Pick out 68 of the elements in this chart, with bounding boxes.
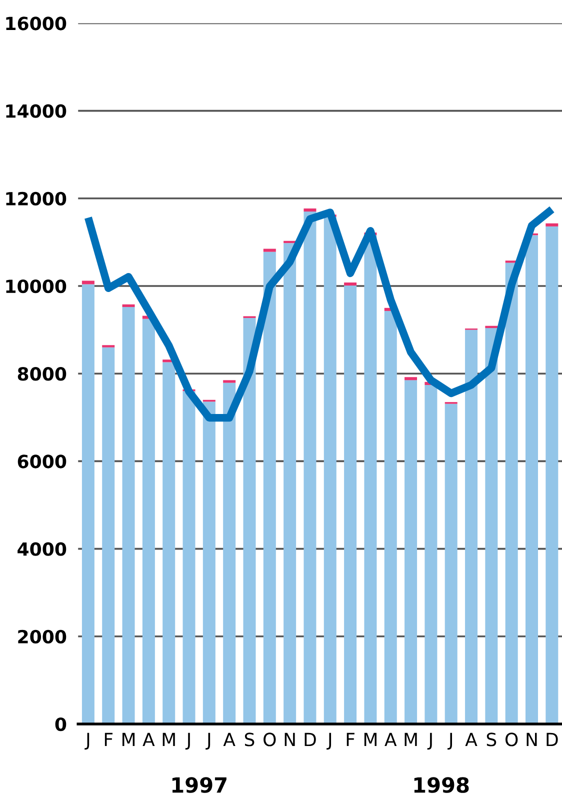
- y-tick-label: 8000: [18, 367, 66, 381]
- bar: [444, 404, 458, 724]
- x-tick-label: F: [104, 732, 113, 746]
- x-tick-label: M: [404, 732, 417, 746]
- bar: [546, 223, 558, 226]
- y-tick-label: 2000: [18, 630, 66, 644]
- bar: [82, 280, 94, 284]
- y-tick-label: 6000: [18, 454, 66, 468]
- x-tick-label: D: [304, 732, 316, 746]
- x-tick-label: N: [284, 732, 295, 746]
- bar: [162, 362, 176, 724]
- x-tick-label: M: [162, 732, 175, 746]
- y-tick-label: 14000: [6, 104, 66, 118]
- bar: [304, 208, 316, 212]
- bar: [304, 212, 316, 724]
- y-tick-label: 16000: [6, 16, 66, 30]
- bar: [243, 318, 256, 724]
- bar: [202, 402, 216, 724]
- bar: [465, 330, 478, 724]
- y-tick-label: 12000: [6, 192, 66, 206]
- bar: [263, 252, 276, 724]
- x-tick-label: O: [264, 732, 276, 746]
- text: 1997: [172, 777, 226, 793]
- bar: [122, 304, 135, 308]
- bar: [505, 262, 518, 724]
- y-tick-label: 0: [55, 717, 66, 732]
- bar: [182, 391, 196, 724]
- x-tick-label: A: [465, 732, 478, 746]
- x-tick-label: J: [206, 732, 210, 750]
- x-tick-label: A: [223, 732, 236, 746]
- bar: [404, 377, 418, 380]
- y-tick-label: 10000: [6, 279, 66, 294]
- y-tick-label: 4000: [18, 542, 66, 556]
- x-tick-label: J: [326, 732, 332, 750]
- x-tick-label: J: [448, 732, 452, 750]
- bar: [142, 318, 155, 724]
- x-tick-label: M: [364, 732, 376, 746]
- bar: [384, 310, 397, 724]
- x-tick-label: O: [506, 732, 518, 746]
- x-tick-label: S: [244, 732, 254, 746]
- x-tick-label: S: [486, 732, 496, 746]
- x-tick-label: J: [84, 732, 90, 750]
- bar: [546, 226, 558, 724]
- x-tick-label: J: [427, 732, 432, 750]
- bar: [324, 216, 336, 724]
- bar: [82, 284, 94, 724]
- bar: [485, 328, 498, 724]
- bar: [223, 380, 236, 383]
- bar: [424, 384, 438, 724]
- bar: [122, 307, 135, 724]
- bar: [485, 326, 498, 328]
- bar: [284, 243, 296, 724]
- bar: [223, 382, 236, 724]
- text: 1998: [414, 777, 469, 793]
- bar: [263, 248, 276, 252]
- x-tick-label: N: [526, 732, 537, 746]
- x-tick-label: J: [185, 732, 190, 750]
- x-tick-label: F: [346, 732, 354, 746]
- bar: [364, 235, 377, 724]
- x-tick-label: A: [142, 732, 155, 746]
- bar: [344, 282, 357, 286]
- bar: [526, 235, 538, 724]
- x-tick-label: M: [122, 732, 135, 746]
- bar: [404, 380, 418, 724]
- x-tick-label: A: [384, 732, 397, 746]
- x-tick-label: D: [546, 732, 558, 746]
- bar: [102, 347, 115, 724]
- bar: [344, 286, 357, 724]
